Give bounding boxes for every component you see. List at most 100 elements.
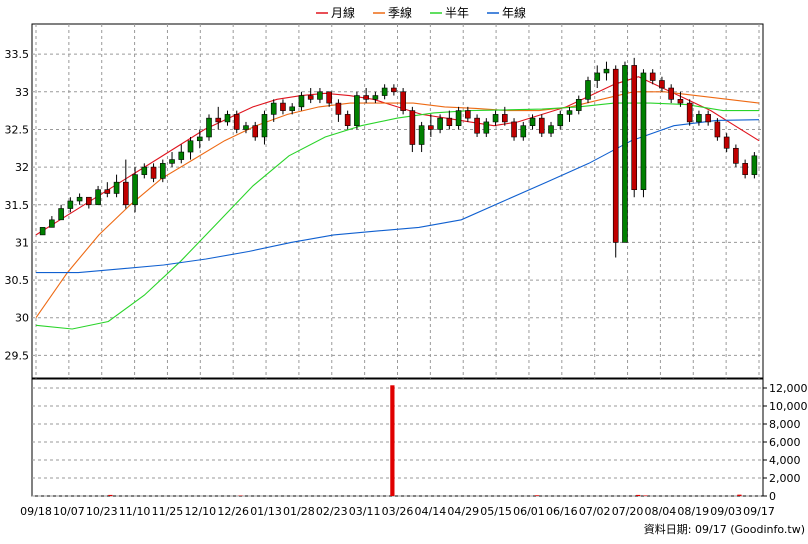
candle-body xyxy=(539,118,544,133)
candle-body xyxy=(558,114,563,125)
volume-bar-85 xyxy=(643,495,647,496)
candle-body xyxy=(40,227,45,235)
x-tick-label-12: 03/26 xyxy=(382,505,414,518)
candle-body xyxy=(733,148,738,163)
candle-body xyxy=(613,69,618,242)
candle-body xyxy=(151,167,156,178)
candle-71 xyxy=(687,99,692,125)
candle-body xyxy=(549,126,554,134)
candle-body xyxy=(502,114,507,122)
volume-bar-84 xyxy=(636,495,640,496)
candle-60 xyxy=(585,77,590,103)
price-tick-label-2: 30 xyxy=(15,312,29,325)
volume-tick-label-6: 10,000 xyxy=(769,400,808,413)
candle-body xyxy=(354,96,359,126)
candle-body xyxy=(114,182,119,193)
x-tick-label-21: 08/19 xyxy=(677,505,709,518)
price-tick-label-5: 31.5 xyxy=(5,199,30,212)
candle-body xyxy=(86,197,91,205)
volume-tick-label-4: 6,000 xyxy=(769,436,801,449)
legend: 月線季線半年年線 xyxy=(316,5,526,20)
candle-body xyxy=(197,137,202,141)
legend-label-1: 月線 xyxy=(331,5,355,20)
volume-tick-label-3: 4,000 xyxy=(769,454,801,467)
candle-body xyxy=(484,122,489,133)
candle-body xyxy=(743,163,748,174)
volume-tick-label-2: 2,000 xyxy=(769,472,801,485)
price-tick-label-9: 33.5 xyxy=(5,48,30,61)
candle-body xyxy=(290,107,295,111)
price-tick-label-6: 32 xyxy=(15,161,29,174)
candle-body xyxy=(493,114,498,122)
candle-body xyxy=(188,141,193,152)
candle-body xyxy=(308,96,313,100)
price-tick-label-8: 33 xyxy=(15,86,29,99)
price-tick-label-3: 30.5 xyxy=(5,274,30,287)
candle-78 xyxy=(752,152,757,178)
candle-body xyxy=(160,163,165,178)
candle-body xyxy=(133,175,138,205)
candle-body xyxy=(641,73,646,190)
volume-tick-label-5: 8,000 xyxy=(769,418,801,431)
candle-19 xyxy=(207,114,212,140)
x-tick-label-10: 02/23 xyxy=(316,505,348,518)
candle-body xyxy=(216,118,221,122)
price-tick-label-7: 32.5 xyxy=(5,123,30,136)
candle-body xyxy=(299,96,304,107)
legend-label-4: 年線 xyxy=(502,5,526,20)
candle-body xyxy=(345,114,350,125)
x-tick-label-1: 09/18 xyxy=(20,505,52,518)
candle-body xyxy=(567,111,572,115)
x-tick-label-19: 07/20 xyxy=(612,505,644,518)
candle-body xyxy=(438,118,443,129)
candle-body xyxy=(632,65,637,189)
candle-body xyxy=(595,73,600,81)
candle-65 xyxy=(632,58,637,197)
candle-40 xyxy=(401,88,406,114)
candle-body xyxy=(512,122,517,137)
candle-body xyxy=(530,118,535,126)
x-tick-label-8: 01/13 xyxy=(250,505,282,518)
candle-body xyxy=(669,88,674,99)
candle-body xyxy=(650,73,655,81)
candle-body xyxy=(465,111,470,119)
x-tick-label-4: 11/10 xyxy=(119,505,151,518)
x-tick-label-11: 03/11 xyxy=(349,505,381,518)
candle-body xyxy=(456,111,461,126)
candle-body xyxy=(317,92,322,100)
candle-body xyxy=(96,190,101,205)
candle-body xyxy=(262,114,267,137)
candle-body xyxy=(234,114,239,129)
x-tick-label-13: 04/14 xyxy=(415,505,447,518)
candle-body xyxy=(49,220,54,228)
candle-body xyxy=(207,118,212,137)
candle-body xyxy=(678,99,683,103)
candle-body xyxy=(271,103,276,114)
x-tick-label-20: 08/04 xyxy=(645,505,677,518)
x-tick-label-23: 09/17 xyxy=(743,505,775,518)
volume-tick-label-1: 0 xyxy=(769,490,776,503)
candle-body xyxy=(659,80,664,88)
legend-label-2: 季線 xyxy=(388,5,412,20)
candle-body xyxy=(225,114,230,122)
price-tick-label-4: 31 xyxy=(15,236,29,249)
candle-body xyxy=(327,92,332,103)
candle-body xyxy=(401,92,406,111)
candle-body xyxy=(576,99,581,110)
x-tick-label-18: 07/02 xyxy=(579,505,611,518)
candle-body xyxy=(585,80,590,99)
footer-source-text: 資料日期: 09/17 (Goodinfo.tw) xyxy=(644,522,805,536)
candle-1 xyxy=(40,227,45,235)
candle-body xyxy=(68,201,73,209)
volume-bar-70 xyxy=(535,495,539,496)
candle-66 xyxy=(641,69,646,197)
candle-body xyxy=(475,118,480,133)
candle-35 xyxy=(354,92,359,130)
candle-body xyxy=(280,103,285,111)
candle-body xyxy=(373,96,378,100)
x-tick-label-5: 11/25 xyxy=(152,505,184,518)
x-tick-label-3: 10/23 xyxy=(86,505,118,518)
